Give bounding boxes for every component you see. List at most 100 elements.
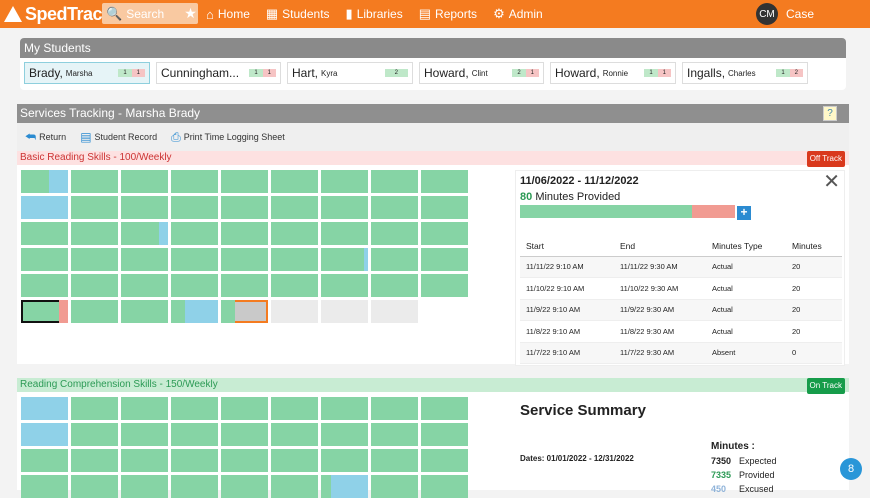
week-cell[interactable] xyxy=(371,397,418,420)
print-logging-sheet-button[interactable]: ⎙ Print Time Logging Sheet xyxy=(171,130,285,145)
week-cell[interactable] xyxy=(171,397,218,420)
week-cell[interactable] xyxy=(221,449,268,472)
week-cell[interactable] xyxy=(121,248,168,271)
week-cell[interactable] xyxy=(71,300,118,323)
table-row[interactable]: 11/9/22 9:10 AM 11/9/22 9:30 AM Actual 20 xyxy=(520,299,842,321)
week-cell[interactable] xyxy=(71,274,118,297)
week-cell-future[interactable] xyxy=(271,300,318,323)
nav-students[interactable]: ▦ Students xyxy=(266,6,330,22)
week-cell[interactable] xyxy=(321,475,368,498)
nav-home[interactable]: ⌂ Home xyxy=(206,7,250,22)
week-cell[interactable] xyxy=(71,170,118,193)
week-cell[interactable] xyxy=(221,397,268,420)
week-cell[interactable] xyxy=(371,274,418,297)
week-cell[interactable] xyxy=(21,397,68,420)
nav-libraries[interactable]: ▮ Libraries xyxy=(346,6,403,22)
week-cell[interactable] xyxy=(21,170,68,193)
week-cell[interactable] xyxy=(71,196,118,219)
week-cell[interactable] xyxy=(371,248,418,271)
week-cell[interactable] xyxy=(171,248,218,271)
week-cell[interactable] xyxy=(121,397,168,420)
week-cell[interactable] xyxy=(71,423,118,446)
week-cell[interactable] xyxy=(121,170,168,193)
week-cell[interactable] xyxy=(171,423,218,446)
week-cell[interactable] xyxy=(71,449,118,472)
app-logo[interactable]: SpedTrack xyxy=(4,4,112,25)
week-cell[interactable] xyxy=(321,248,368,271)
student-tab-hart[interactable]: Hart, Kyra 2 xyxy=(287,62,413,84)
week-cell[interactable] xyxy=(271,196,318,219)
week-cell[interactable] xyxy=(371,475,418,498)
week-cell[interactable] xyxy=(271,449,318,472)
return-button[interactable]: ⮪ Return xyxy=(25,130,66,145)
week-cell[interactable] xyxy=(21,248,68,271)
week-cell[interactable] xyxy=(121,423,168,446)
week-cell[interactable] xyxy=(421,397,468,420)
week-cell[interactable] xyxy=(371,222,418,245)
week-cell[interactable] xyxy=(271,248,318,271)
week-cell[interactable] xyxy=(171,274,218,297)
week-cell[interactable] xyxy=(321,397,368,420)
week-cell[interactable] xyxy=(421,449,468,472)
week-cell-future[interactable] xyxy=(321,300,368,323)
week-cell[interactable] xyxy=(71,397,118,420)
week-cell[interactable] xyxy=(71,248,118,271)
student-record-button[interactable]: ▤ Student Record xyxy=(80,130,157,144)
week-cell[interactable] xyxy=(121,475,168,498)
week-cell[interactable] xyxy=(21,475,68,498)
week-cell[interactable] xyxy=(271,397,318,420)
week-cell[interactable] xyxy=(21,222,68,245)
week-cell[interactable] xyxy=(271,423,318,446)
week-cell[interactable] xyxy=(121,274,168,297)
table-row[interactable]: 11/7/22 9:10 AM 11/7/22 9:30 AM Absent 0 xyxy=(520,342,842,364)
week-cell[interactable] xyxy=(21,449,68,472)
week-cell[interactable] xyxy=(171,222,218,245)
week-cell[interactable] xyxy=(371,423,418,446)
week-cell[interactable] xyxy=(271,274,318,297)
week-cell[interactable] xyxy=(221,222,268,245)
nav-admin[interactable]: ⚙ Admin xyxy=(493,6,543,22)
week-cell[interactable] xyxy=(321,196,368,219)
week-cell[interactable] xyxy=(421,423,468,446)
service-bar-reading-comprehension[interactable]: Reading Comprehension Skills - 150/Weekl… xyxy=(17,378,849,394)
week-cell[interactable] xyxy=(221,170,268,193)
week-cell[interactable] xyxy=(421,274,468,297)
week-cell[interactable] xyxy=(421,170,468,193)
week-cell[interactable] xyxy=(21,196,68,219)
week-cell[interactable] xyxy=(221,248,268,271)
week-cell[interactable] xyxy=(121,222,168,245)
week-cell[interactable] xyxy=(371,449,418,472)
week-cell[interactable] xyxy=(171,196,218,219)
week-cell-future[interactable] xyxy=(371,300,418,323)
help-fab-button[interactable]: 8 xyxy=(840,458,862,480)
nav-reports[interactable]: ▤ Reports xyxy=(419,6,477,22)
week-cell[interactable] xyxy=(321,449,368,472)
user-menu[interactable]: CM Case xyxy=(755,3,814,25)
week-cell-current[interactable] xyxy=(221,300,268,323)
service-bar-basic-reading[interactable]: Basic Reading Skills - 100/Weekly Off Tr… xyxy=(17,151,849,167)
week-cell[interactable] xyxy=(121,449,168,472)
week-cell[interactable] xyxy=(21,274,68,297)
week-cell[interactable] xyxy=(21,423,68,446)
week-cell[interactable] xyxy=(271,475,318,498)
week-cell[interactable] xyxy=(71,222,118,245)
week-cell[interactable] xyxy=(121,196,168,219)
week-cell[interactable] xyxy=(421,222,468,245)
week-cell[interactable] xyxy=(271,222,318,245)
week-cell[interactable] xyxy=(371,170,418,193)
week-cell[interactable] xyxy=(321,423,368,446)
week-cell[interactable] xyxy=(221,475,268,498)
week-cell[interactable] xyxy=(171,170,218,193)
week-cell[interactable] xyxy=(171,449,218,472)
table-row[interactable]: 11/11/22 9:10 AM 11/11/22 9:30 AM Actual 20 xyxy=(520,256,842,278)
week-cell-selected[interactable] xyxy=(21,300,68,323)
week-cell[interactable] xyxy=(421,475,468,498)
week-cell[interactable] xyxy=(221,196,268,219)
week-cell[interactable] xyxy=(321,222,368,245)
week-cell[interactable] xyxy=(221,274,268,297)
